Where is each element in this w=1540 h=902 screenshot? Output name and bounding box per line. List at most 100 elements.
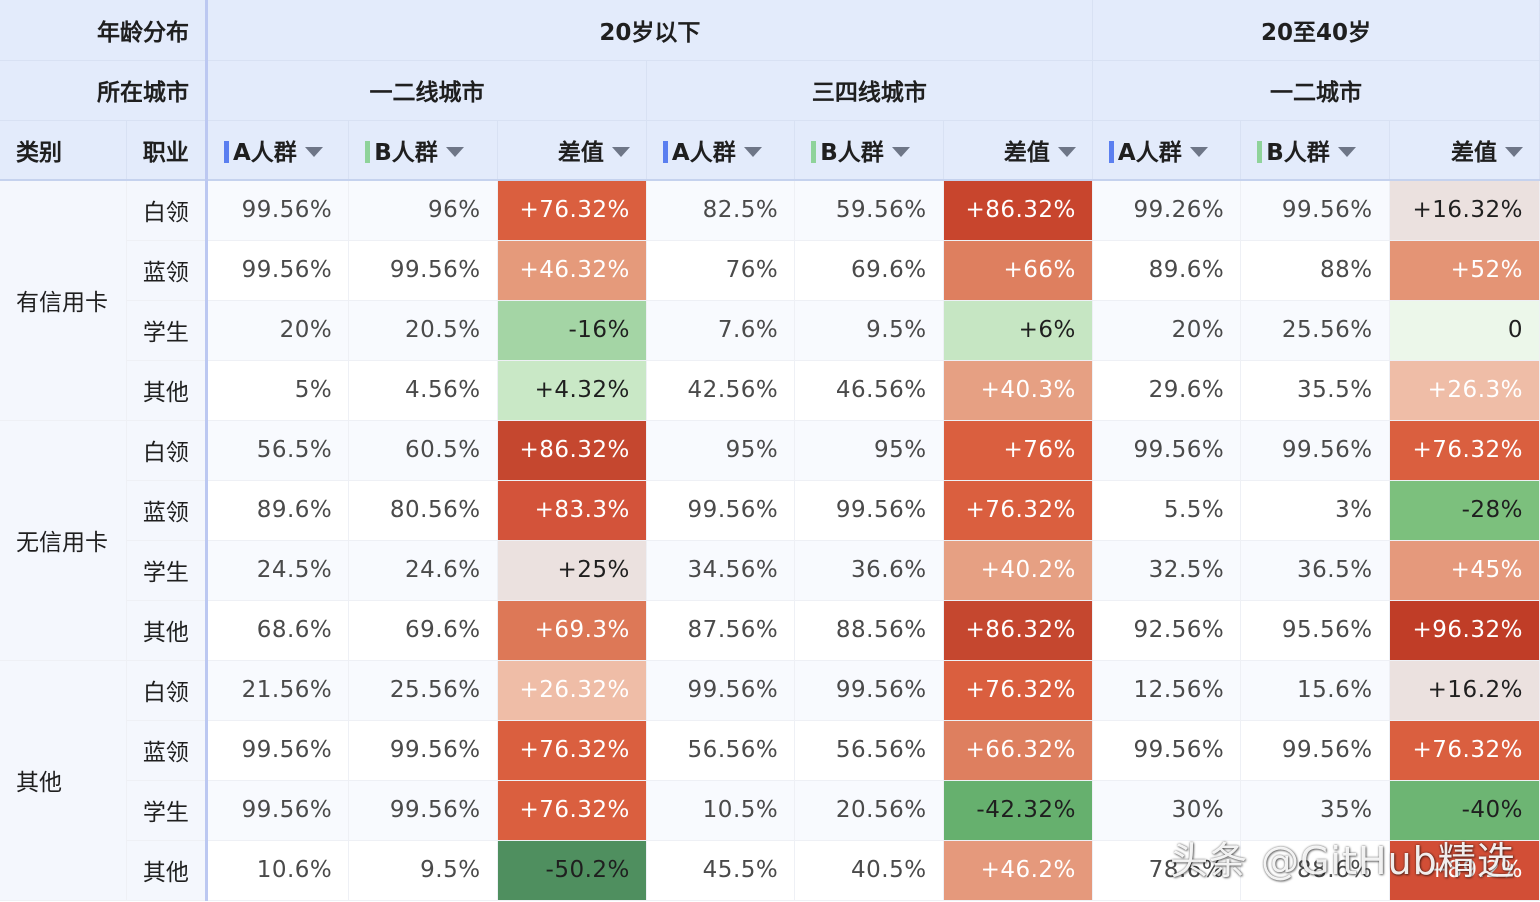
measure-header-b[interactable]: B人群 [348, 120, 498, 181]
value-cell: 29.6% [1092, 360, 1242, 421]
diff-cell: +69.3% [497, 600, 647, 661]
measure-label: 差值 [1451, 139, 1497, 166]
value-cell: 99.56% [794, 480, 944, 541]
diff-cell: +40.3% [943, 360, 1093, 421]
sort-caret-icon[interactable] [445, 146, 464, 157]
category-cell: 有信用卡 [0, 180, 127, 421]
diff-cell: +76.32% [497, 180, 647, 241]
diff-cell: +46.32% [497, 240, 647, 301]
value-cell: 20% [206, 300, 350, 361]
color-marker-icon [223, 140, 229, 163]
measure-label: B人群 [1266, 139, 1330, 166]
sort-caret-icon[interactable] [1189, 146, 1208, 157]
diff-cell: -50.2% [497, 840, 647, 901]
occupation-cell: 白领 [126, 660, 208, 721]
table-row: 蓝领 99.56% 99.56% +76.32% 56.56% 56.56% +66.32%… [0, 720, 1540, 781]
value-cell: 30% [1092, 780, 1242, 841]
diff-cell: +16.2% [1389, 660, 1540, 721]
value-cell: 89.6% [1092, 240, 1242, 301]
value-cell: 87.56% [646, 600, 796, 661]
color-marker-icon [365, 140, 371, 163]
value-cell: 36.5% [1240, 540, 1390, 601]
value-cell: 46.56% [794, 360, 944, 421]
value-cell: 95.56% [1240, 600, 1390, 661]
measure-header-diff[interactable]: 差值 [497, 120, 647, 181]
value-cell: 56.5% [206, 420, 350, 481]
value-cell: 40.5% [794, 840, 944, 901]
age-group-header: 20岁以下 [206, 0, 1093, 61]
color-marker-icon [811, 140, 817, 163]
table-header: 年龄分布 20岁以下 20至40岁 所在城市 一二线城市 三四线城市 一二城市 … [0, 0, 1540, 181]
measure-header-a[interactable]: A人群 [1092, 120, 1242, 181]
age-dimension-label: 年龄分布 [0, 0, 208, 61]
measure-header-b[interactable]: B人群 [794, 120, 944, 181]
value-cell: 68.6% [206, 600, 350, 661]
table-row: 无信用卡 白领 56.5% 60.5% +86.32% 95% 95% +76% 99.56% 9… [0, 420, 1540, 661]
value-cell: 69.6% [348, 600, 498, 661]
value-cell: 95% [646, 420, 796, 481]
diff-cell: +66% [943, 240, 1093, 301]
occupation-cell: 学生 [126, 780, 208, 841]
value-cell: 99.56% [794, 660, 944, 721]
sort-caret-icon[interactable] [611, 146, 630, 157]
value-cell: 99.56% [1240, 180, 1390, 241]
measure-label: B人群 [820, 139, 884, 166]
value-cell: 88.6% [1240, 840, 1390, 901]
diff-cell: -42.32% [943, 780, 1093, 841]
value-cell: 89.6% [206, 480, 350, 541]
header-row-measures: 类别 职业 A人群 B人群 差值 A人群 B人群 差值 A人群 B人群 差值 [0, 120, 1540, 181]
table-row: 学生 24.5% 24.6% +25% 34.56% 36.6% +40.2% 32.5% 36… [0, 540, 1540, 601]
value-cell: 32.5% [1092, 540, 1242, 601]
value-cell: 69.6% [794, 240, 944, 301]
occupation-cell: 其他 [126, 600, 208, 661]
value-cell: 9.5% [794, 300, 944, 361]
sort-caret-icon[interactable] [1057, 146, 1076, 157]
sort-caret-icon[interactable] [304, 146, 323, 157]
value-cell: 96% [348, 180, 498, 241]
value-cell: 24.6% [348, 540, 498, 601]
value-cell: 99.56% [1092, 420, 1242, 481]
measure-label: A人群 [671, 139, 736, 166]
table-row: 蓝领 89.6% 80.56% +83.3% 99.56% 99.56% +76.32% 5.… [0, 480, 1540, 541]
value-cell: 99.56% [206, 780, 350, 841]
diff-cell: +45% [1389, 540, 1540, 601]
value-cell: 25.56% [348, 660, 498, 721]
diff-cell: +76.32% [497, 780, 647, 841]
value-cell: 59.56% [794, 180, 944, 241]
occupation-cell: 其他 [126, 840, 208, 901]
table-body: 有信用卡 白领 99.56% 96% +76.32% 82.5% 59.56% +86.32%… [0, 180, 1540, 901]
value-cell: 21.56% [206, 660, 350, 721]
value-cell: 20.56% [794, 780, 944, 841]
value-cell: 12.56% [1092, 660, 1242, 721]
diff-cell: +4.32% [497, 360, 647, 421]
value-cell: 99.56% [206, 720, 350, 781]
measure-header-diff[interactable]: 差值 [1389, 120, 1540, 181]
value-cell: 20.5% [348, 300, 498, 361]
measure-header-diff[interactable]: 差值 [943, 120, 1093, 181]
value-cell: 10.5% [646, 780, 796, 841]
measure-header-a[interactable]: A人群 [646, 120, 796, 181]
measure-label: 差值 [557, 139, 604, 166]
value-cell: 56.56% [646, 720, 796, 781]
measure-header-a[interactable]: A人群 [206, 120, 350, 181]
diff-cell: +25% [497, 540, 647, 601]
occupation-cell: 学生 [126, 540, 208, 601]
value-cell: 34.56% [646, 540, 796, 601]
sort-caret-icon[interactable] [1505, 146, 1523, 157]
city-header: 三四线城市 [646, 60, 1093, 121]
value-cell: 76% [646, 240, 796, 301]
sort-caret-icon[interactable] [891, 146, 910, 157]
color-marker-icon [1257, 140, 1263, 163]
table-row: 其他 10.6% 9.5% -50.2% 45.5% 40.5% +46.2% 78.6% 88… [0, 840, 1540, 901]
sort-caret-icon[interactable] [743, 146, 762, 157]
value-cell: 99.56% [348, 720, 498, 781]
value-cell: 99.56% [348, 240, 498, 301]
sort-caret-icon[interactable] [1337, 146, 1356, 157]
measure-label: A人群 [1117, 139, 1182, 166]
value-cell: 99.56% [646, 480, 796, 541]
diff-cell: 0 [1389, 300, 1540, 361]
value-cell: 7.6% [646, 300, 796, 361]
color-marker-icon [662, 140, 668, 163]
measure-header-b[interactable]: B人群 [1240, 120, 1390, 181]
